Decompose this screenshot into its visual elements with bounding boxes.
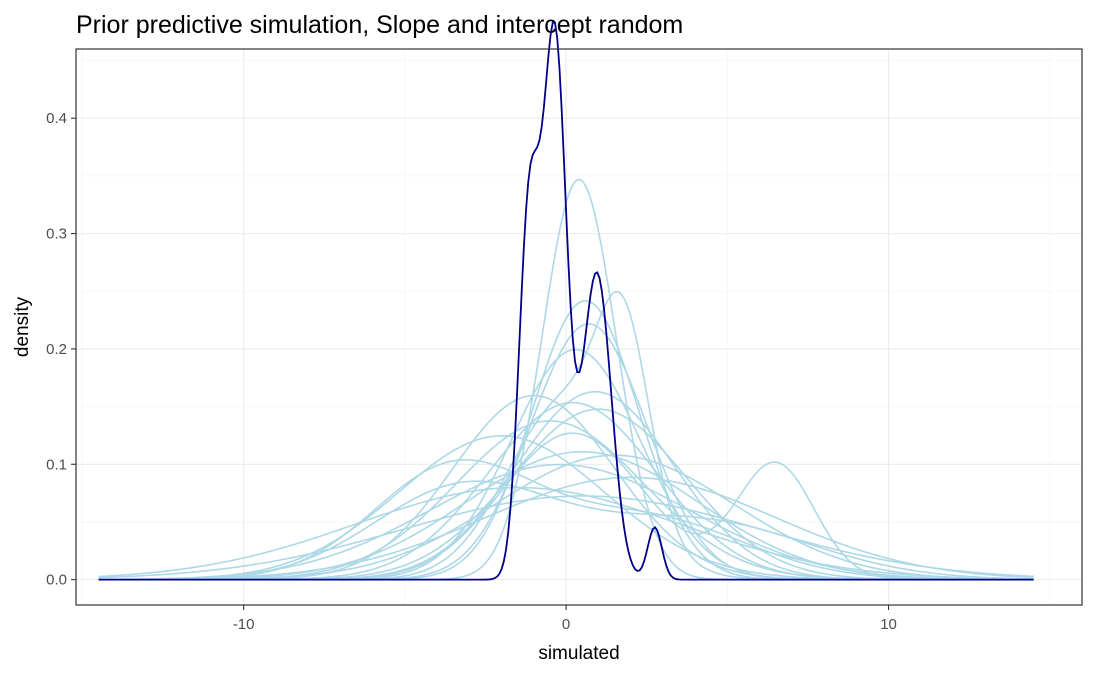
y-tick-label-2: 0.2: [46, 341, 67, 358]
simulated-density-line-14: [98, 495, 1034, 579]
y-axis-title: density: [12, 296, 33, 357]
axes: -10 0 10 0.0 0.1 0.2 0.3 0.4: [46, 110, 897, 633]
series-group: [98, 21, 1034, 581]
x-axis-title: simulated: [538, 643, 619, 664]
x-tick-label-1: 0: [562, 616, 570, 633]
observed-density-line: [98, 21, 1034, 581]
x-tick-label-2: 10: [880, 616, 897, 633]
y-tick-label-3: 0.3: [46, 226, 67, 243]
y-tick-label-1: 0.1: [46, 456, 67, 473]
simulated-density-line-18: [98, 476, 1034, 581]
x-tick-label-0: -10: [233, 616, 255, 633]
chart-title: Prior predictive simulation, Slope and i…: [76, 11, 683, 39]
y-tick-label-4: 0.4: [46, 110, 67, 127]
y-tick-label-0: 0.0: [46, 572, 67, 589]
simulated-density-line-16: [98, 480, 1034, 581]
panel-border: [75, 48, 1083, 606]
simulated-density-line-13: [98, 486, 1034, 580]
